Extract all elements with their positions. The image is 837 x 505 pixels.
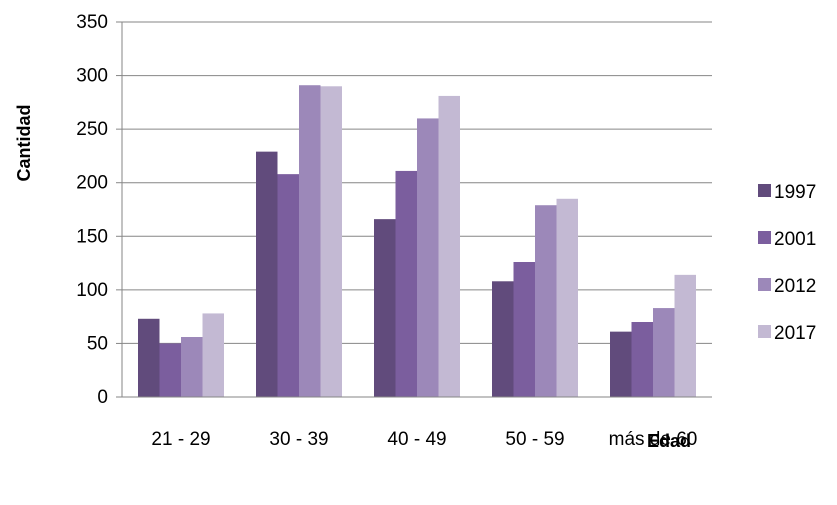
- legend-swatch-1997: [758, 184, 771, 197]
- x-axis-title: Edad: [647, 431, 691, 451]
- bar-2001-3: [395, 170, 417, 397]
- y-tick-label: 50: [87, 333, 108, 354]
- x-tick-label: 50 - 59: [505, 429, 564, 450]
- bar-2001-4: [513, 262, 535, 397]
- bar-1997-4: [492, 281, 514, 397]
- bar-2017-3: [438, 95, 460, 397]
- x-tick-label: 30 - 39: [269, 429, 328, 450]
- legend-swatch-2012: [758, 278, 771, 291]
- y-axis-tick-labels: 0 50 100 150 200 250 300 350: [76, 12, 108, 408]
- bar-2001-5: [631, 322, 653, 397]
- bar-2012-1: [181, 337, 203, 397]
- y-tick-label: 250: [76, 119, 108, 140]
- y-tick-label: 350: [76, 12, 108, 33]
- bar-1997-2: [256, 151, 278, 397]
- x-tick-label: más de 60: [609, 429, 698, 450]
- y-tick-label: 150: [76, 226, 108, 247]
- bar-1997-1: [138, 318, 160, 397]
- bar-1997-3: [374, 219, 396, 397]
- legend-label: 1997: [774, 182, 816, 203]
- bar-2001-2: [277, 174, 299, 397]
- y-tick-label: 200: [76, 173, 108, 194]
- bars: [138, 85, 696, 398]
- bar-2017-1: [202, 313, 224, 397]
- legend: 1997 2001 2012 2017: [758, 182, 816, 344]
- x-tick-label: 21 - 29: [151, 429, 210, 450]
- bar-2012-4: [535, 205, 557, 397]
- legend-swatch-2001: [758, 231, 771, 244]
- y-tick-label: 0: [97, 387, 108, 408]
- x-tick-label: 40 - 49: [387, 429, 446, 450]
- bar-2017-2: [320, 86, 342, 398]
- x-axis-tick-labels: 21 - 29 30 - 39 40 - 49 50 - 59 más de 60: [151, 429, 697, 450]
- bar-1997-5: [610, 331, 632, 397]
- legend-swatch-2017: [758, 325, 771, 338]
- bar-2012-5: [653, 308, 675, 397]
- bar-2017-5: [674, 274, 696, 397]
- legend-label: 2012: [774, 276, 816, 297]
- y-tick-label: 300: [76, 66, 108, 87]
- y-tick-label: 100: [76, 280, 108, 301]
- bar-2017-4: [556, 198, 578, 397]
- legend-label: 2017: [774, 323, 816, 344]
- bar-2001-1: [159, 343, 181, 397]
- bar-2012-2: [299, 85, 321, 397]
- y-axis-title: Cantidad: [14, 104, 34, 181]
- legend-label: 2001: [774, 229, 816, 250]
- bar-2012-3: [417, 118, 439, 397]
